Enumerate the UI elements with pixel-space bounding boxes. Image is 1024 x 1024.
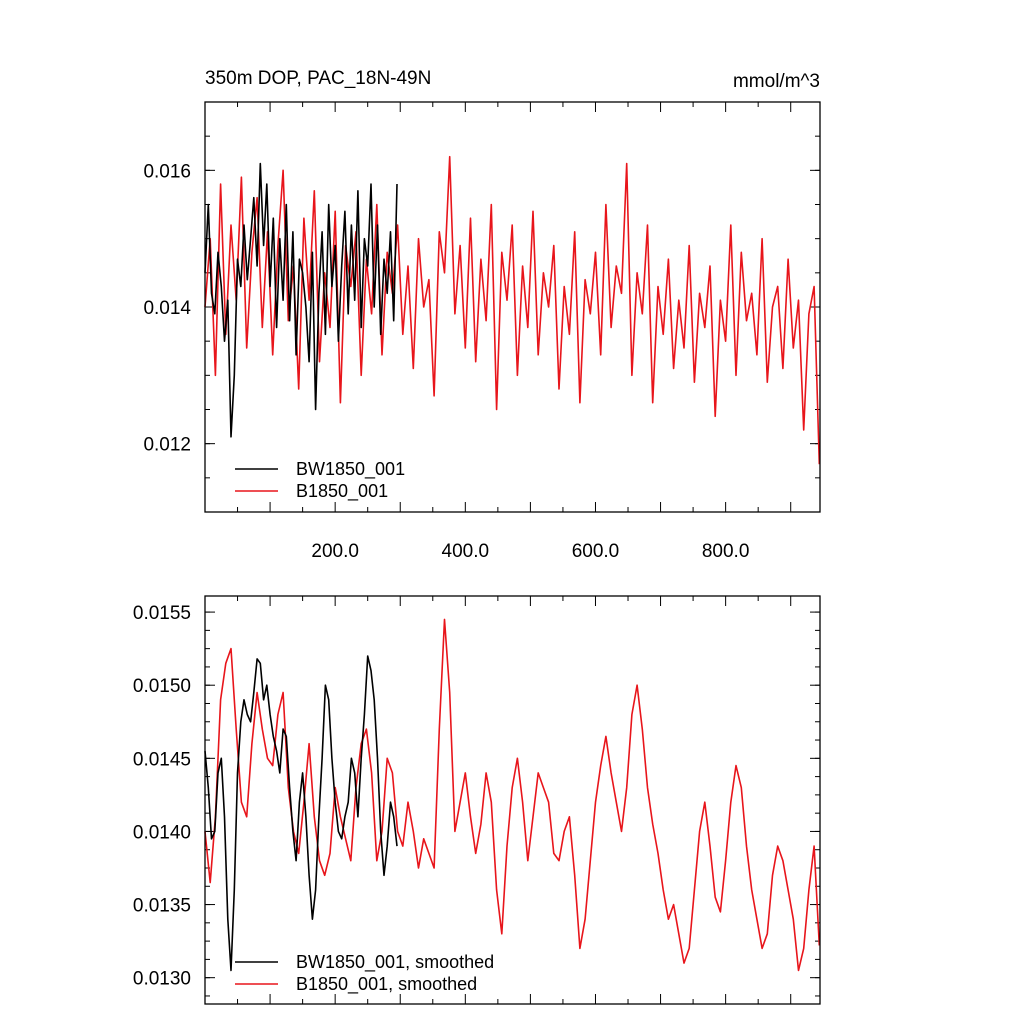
top-x-tick-label: 200.0: [311, 541, 359, 562]
bottom-y-tick-label: 0.0145: [133, 749, 191, 770]
top-legend: BW1850_001 B1850_001: [235, 459, 405, 502]
top-chart: 350m DOP, PAC_18N-49N mmol/m^3 200.0 400.…: [143, 68, 821, 562]
top-x-tick-label: 800.0: [702, 541, 750, 562]
top-chart-title: 350m DOP, PAC_18N-49N: [205, 68, 431, 89]
legend-label-bw1850-smoothed: BW1850_001, smoothed: [296, 952, 494, 973]
top-x-tick-label: 400.0: [442, 541, 490, 562]
top-series-line-bw1850: [204, 162, 398, 438]
bottom-series-line-b1850: [204, 618, 821, 972]
legend-label-b1850-smoothed: B1850_001, smoothed: [296, 974, 477, 995]
bottom-plot-area: 0.0130 0.0135 0.0140 0.0145 0.0150 0.0155: [133, 596, 821, 1004]
top-chart-units: mmol/m^3: [733, 71, 820, 92]
bottom-y-tick-label: 0.0150: [133, 676, 191, 697]
top-plot-area: 200.0 400.0 600.0 800.0 0.012 0.014 0.016: [143, 101, 821, 562]
legend-label-bw1850: BW1850_001: [296, 459, 405, 480]
top-series-line-b1850: [204, 155, 821, 465]
bottom-y-tick-label: 0.0130: [133, 969, 191, 990]
top-chart-frame: [204, 101, 821, 513]
bottom-chart-frame: [204, 595, 821, 1005]
top-y-tick-label: 0.014: [143, 298, 191, 319]
top-x-tick-label: 600.0: [572, 541, 620, 562]
bottom-chart: 0.0130 0.0135 0.0140 0.0145 0.0150 0.0155 BW1…: [133, 595, 821, 1005]
bottom-y-tick-label: 0.0135: [133, 896, 191, 917]
bottom-y-tick-label: 0.0140: [133, 822, 191, 843]
bottom-y-tick-label: 0.0155: [133, 603, 191, 624]
top-y-tick-label: 0.012: [143, 435, 191, 456]
bottom-series-line-bw1850: [204, 655, 398, 972]
top-y-tick-label: 0.016: [143, 161, 191, 182]
bottom-legend: BW1850_001, smoothed B1850_001, smoothed: [235, 952, 494, 995]
legend-label-b1850: B1850_001: [296, 481, 388, 502]
